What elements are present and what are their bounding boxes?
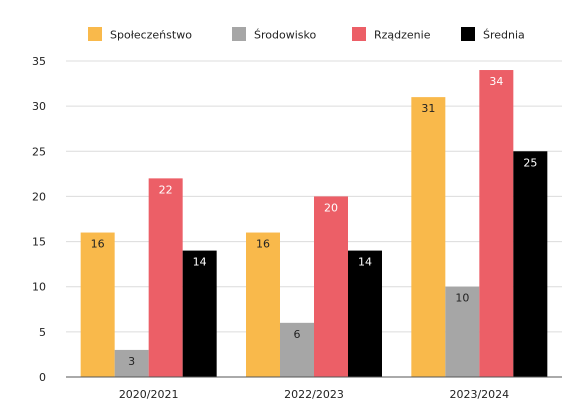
bar <box>411 97 446 377</box>
data-label: 25 <box>523 156 537 169</box>
x-tick-label: 2020/2021 <box>119 388 179 401</box>
bar <box>182 250 217 377</box>
bar <box>114 349 149 377</box>
bar <box>348 250 382 377</box>
y-tick-label: 35 <box>32 55 46 68</box>
legend-swatch <box>352 27 366 41</box>
data-label: 14 <box>358 256 372 269</box>
y-tick-label: 30 <box>32 100 46 113</box>
bars <box>80 70 548 378</box>
data-label: 16 <box>91 238 105 251</box>
data-label: 10 <box>455 292 469 305</box>
y-tick-label: 5 <box>39 326 46 339</box>
bar <box>513 151 548 377</box>
y-tick-label: 15 <box>32 236 46 249</box>
legend-swatch <box>88 27 102 41</box>
data-label: 3 <box>128 355 135 368</box>
legend-label: Rządzenie <box>374 29 431 42</box>
data-label: 34 <box>489 75 503 88</box>
bar <box>280 322 314 377</box>
bar <box>80 232 115 377</box>
bar <box>479 70 514 378</box>
data-label: 31 <box>421 102 435 115</box>
legend-swatch <box>232 27 246 41</box>
y-tick-label: 0 <box>39 371 46 384</box>
y-axis: 0 5 10 15 20 25 30 35 <box>32 55 46 384</box>
legend: Społeczeństwo Środowisko Rządzenie Średnia <box>88 27 525 42</box>
data-label: 6 <box>294 328 301 341</box>
data-label: 20 <box>324 201 338 214</box>
legend-swatch <box>461 27 475 41</box>
legend-label: Średnia <box>483 29 525 42</box>
x-tick-label: 2023/2024 <box>449 388 509 401</box>
data-label: 16 <box>256 238 270 251</box>
bar <box>445 286 480 377</box>
data-labels: 16 3 22 14 16 6 20 14 31 10 34 25 <box>91 75 538 368</box>
bar <box>246 232 280 377</box>
x-tick-label: 2022/2023 <box>284 388 344 401</box>
y-tick-label: 10 <box>32 281 46 294</box>
legend-label: Środowisko <box>254 29 316 42</box>
data-label: 14 <box>193 256 207 269</box>
y-tick-label: 25 <box>32 145 46 158</box>
data-label: 22 <box>159 183 173 196</box>
y-tick-label: 20 <box>32 190 46 203</box>
bar <box>148 178 183 377</box>
legend-label: Społeczeństwo <box>110 29 192 42</box>
x-axis: 2020/2021 2022/2023 2023/2024 <box>66 376 562 401</box>
bar <box>314 196 348 377</box>
